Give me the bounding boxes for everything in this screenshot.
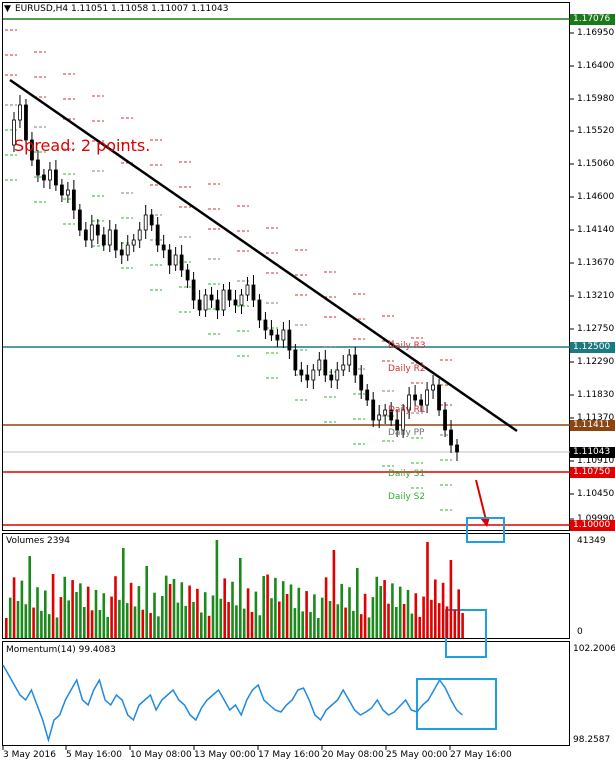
price-tick: 1.13670: [577, 258, 615, 268]
pivot-label-s2: Daily S2: [388, 492, 426, 502]
trend-line[interactable]: [9, 78, 518, 433]
volumes-min: 0: [577, 627, 583, 637]
price-tick: 1.12290: [577, 357, 615, 367]
time-label: 27 May 16:00: [450, 750, 512, 760]
price-badge-110000: 1.10000: [570, 520, 615, 531]
red-arrow: [475, 479, 490, 527]
price-tick: 1.10910: [577, 456, 615, 466]
price-tick: 1.11370: [577, 413, 615, 423]
price-tick: 1.12750: [577, 324, 615, 334]
time-label: 17 May 16:00: [258, 750, 320, 760]
header-triangle[interactable]: ▼: [4, 4, 11, 14]
main-chart-frame: [2, 2, 570, 531]
price-badge-110750: 1.10750: [570, 467, 615, 478]
pivot-label-r2: Daily R2: [388, 364, 426, 374]
price-tick: 1.10450: [577, 489, 615, 499]
time-label: 13 May 00:00: [194, 750, 256, 760]
spread-annotation: Spread: 2 points.: [14, 136, 151, 155]
price-tick: 1.14140: [577, 225, 615, 235]
volume-bars: [5, 540, 464, 638]
highlight-box-price: [466, 517, 505, 543]
price-tick: 1.09990: [577, 514, 615, 524]
pivot-label-pp: Daily PP: [388, 428, 425, 438]
time-label: 10 May 08:00: [130, 750, 192, 760]
pivot-label-s1: Daily S1: [388, 469, 426, 479]
price-tick: 1.15060: [577, 159, 615, 169]
price-badge-111411: 1.11411: [570, 420, 615, 431]
time-label: 20 May 08:00: [322, 750, 384, 760]
momentum-line: [2, 664, 463, 743]
time-label: 3 May 2016: [3, 750, 56, 760]
volumes-label: Volumes 2394: [6, 536, 70, 546]
highlight-box-momentum: [416, 678, 497, 730]
price-badge-current: 1.11043: [570, 447, 615, 458]
momentum-label: Momentum(14) 99.4083: [6, 645, 116, 655]
time-label: 25 May 00:00: [386, 750, 448, 760]
price-tick: 1.15520: [577, 126, 615, 136]
price-tick: 1.16400: [577, 61, 615, 71]
momentum-frame: [2, 641, 570, 746]
price-badge-112500: 1.12500: [570, 342, 615, 353]
time-axis-ticks: [2, 746, 451, 750]
price-axis-ticks: [570, 32, 574, 520]
volumes-frame: [2, 533, 570, 639]
price-badge-117076: 1.17076: [570, 14, 615, 25]
momentum-max: 102.2006: [573, 644, 615, 654]
pivot-label-r1: Daily R1: [388, 405, 426, 415]
price-tick: 1.14600: [577, 192, 615, 202]
price-tick: 1.13210: [577, 291, 615, 301]
candlesticks: [12, 95, 459, 461]
momentum-min: 98.2587: [573, 735, 611, 745]
volumes-max: 41349: [577, 536, 606, 546]
pivot-label-r3: Daily R3: [388, 341, 426, 351]
time-label: 5 May 16:00: [66, 750, 122, 760]
pivot-dashes: [5, 29, 452, 511]
price-tick: 1.11830: [577, 390, 615, 400]
price-tick: 1.15980: [577, 94, 615, 104]
price-tick: 1.16950: [577, 28, 615, 38]
symbol-info: EURUSD,H4 1.11051 1.11058 1.11007 1.1104…: [15, 4, 229, 14]
